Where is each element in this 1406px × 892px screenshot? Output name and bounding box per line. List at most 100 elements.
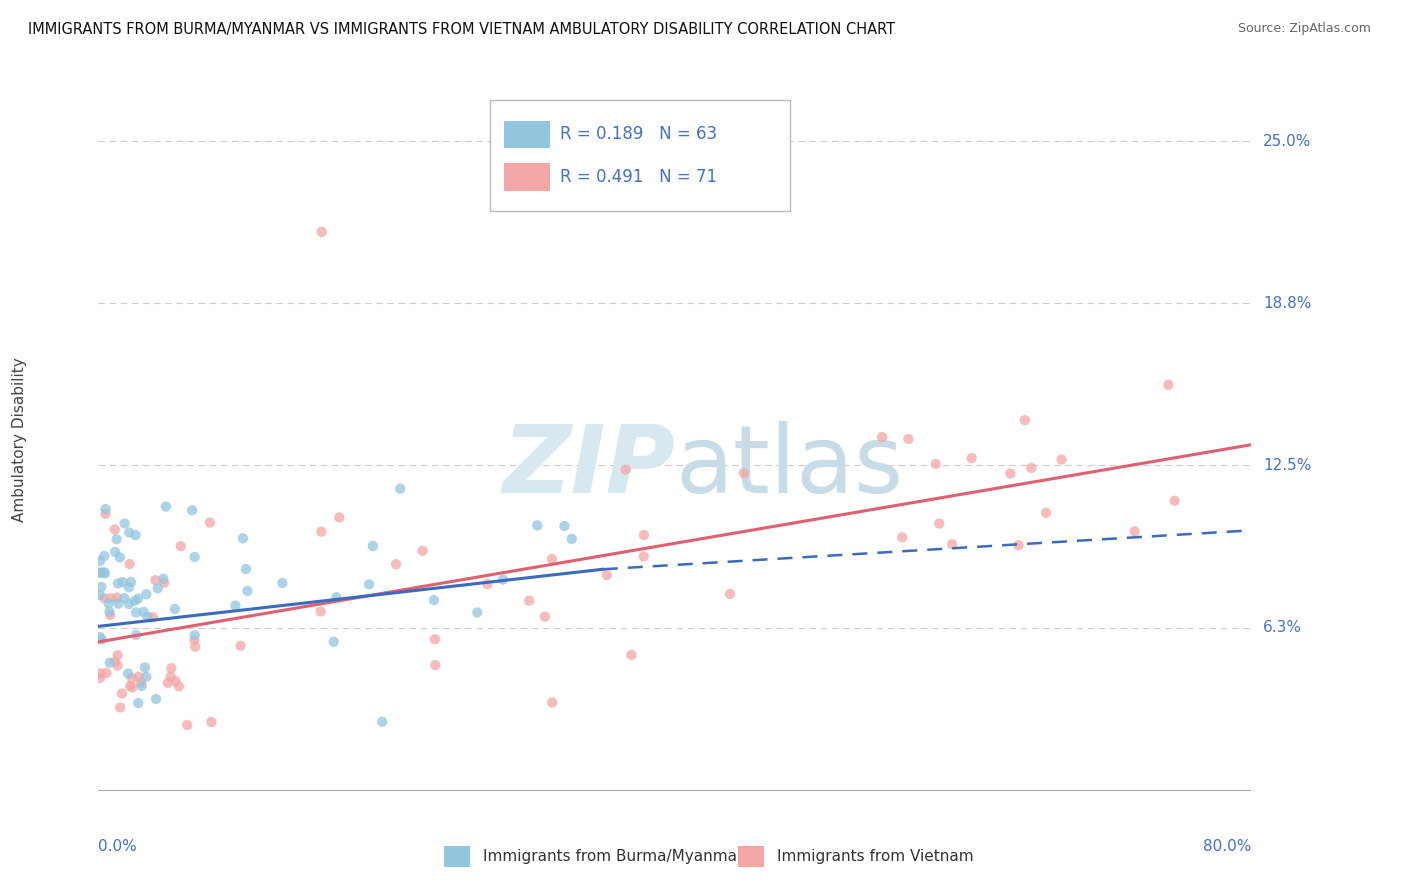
Point <box>131 679 153 693</box>
Point <box>465 606 488 620</box>
Point <box>89 554 111 568</box>
Point <box>492 573 515 587</box>
Text: 6.3%: 6.3% <box>1263 620 1302 635</box>
Point <box>89 588 111 602</box>
Point <box>118 597 141 611</box>
Point <box>120 574 142 589</box>
Point <box>1019 461 1042 475</box>
Point <box>718 587 741 601</box>
Point <box>371 714 394 729</box>
Point <box>733 466 755 480</box>
Point <box>412 543 434 558</box>
Point <box>1163 493 1185 508</box>
Point <box>107 648 129 662</box>
Point <box>125 628 148 642</box>
Point <box>596 568 619 582</box>
Point <box>1007 538 1029 552</box>
Point <box>423 593 446 607</box>
Point <box>167 680 190 694</box>
Point <box>423 632 446 647</box>
Point <box>271 576 294 591</box>
Point <box>125 606 148 620</box>
Point <box>118 580 141 594</box>
Text: 12.5%: 12.5% <box>1263 458 1312 473</box>
Point <box>928 516 950 531</box>
Point <box>232 532 254 546</box>
Point <box>145 692 167 706</box>
Text: 80.0%: 80.0% <box>1204 839 1251 855</box>
Point <box>94 502 117 516</box>
Point <box>111 575 134 590</box>
Point <box>90 580 112 594</box>
Point <box>183 633 205 648</box>
Point <box>153 575 176 590</box>
Point <box>229 639 252 653</box>
Point <box>181 503 204 517</box>
Point <box>183 549 205 564</box>
Point <box>89 566 111 580</box>
Point <box>925 457 948 471</box>
Point <box>135 670 157 684</box>
Point <box>236 583 259 598</box>
Point <box>124 593 146 607</box>
Text: 25.0%: 25.0% <box>1263 134 1312 149</box>
Point <box>93 565 115 579</box>
Point <box>633 528 655 542</box>
Text: R = 0.491   N = 71: R = 0.491 N = 71 <box>560 168 717 186</box>
Point <box>526 518 548 533</box>
Point <box>309 605 332 619</box>
Point <box>107 597 129 611</box>
Bar <box>444 846 470 867</box>
Point <box>224 599 246 613</box>
Point <box>104 523 127 537</box>
Bar <box>505 163 550 191</box>
Point <box>160 661 183 675</box>
Point <box>541 552 564 566</box>
Point <box>163 602 186 616</box>
Point <box>111 686 134 700</box>
Point <box>235 562 257 576</box>
Point <box>328 510 350 524</box>
Text: Ambulatory Disability: Ambulatory Disability <box>11 357 27 522</box>
Point <box>134 660 156 674</box>
Point <box>121 671 143 685</box>
Point <box>98 608 121 623</box>
Point <box>614 463 637 477</box>
Point <box>136 609 159 624</box>
Point <box>96 665 118 680</box>
Text: Immigrants from Vietnam: Immigrants from Vietnam <box>778 849 974 863</box>
Point <box>891 530 914 544</box>
Point <box>159 670 181 684</box>
Point <box>118 525 141 540</box>
Point <box>941 537 963 551</box>
Point <box>89 630 111 644</box>
Point <box>135 587 157 601</box>
Point <box>176 718 198 732</box>
Point <box>100 591 122 606</box>
Point <box>1123 524 1146 539</box>
Point <box>184 640 207 654</box>
Point <box>107 576 129 591</box>
Point <box>1284 264 1306 278</box>
Point <box>541 696 564 710</box>
Point <box>114 516 136 531</box>
Point <box>104 655 127 669</box>
Point <box>108 550 131 565</box>
Point <box>90 666 112 681</box>
Point <box>114 591 136 606</box>
Point <box>620 648 643 662</box>
Point <box>165 674 187 689</box>
FancyBboxPatch shape <box>491 100 790 211</box>
Text: R = 0.189   N = 63: R = 0.189 N = 63 <box>560 125 717 143</box>
Point <box>361 539 384 553</box>
Point <box>142 610 165 624</box>
Point <box>311 524 333 539</box>
Point <box>105 591 128 605</box>
Point <box>94 507 117 521</box>
Text: IMMIGRANTS FROM BURMA/MYANMAR VS IMMIGRANTS FROM VIETNAM AMBULATORY DISABILITY C: IMMIGRANTS FROM BURMA/MYANMAR VS IMMIGRA… <box>28 22 896 37</box>
Point <box>1000 467 1022 481</box>
Point <box>1157 377 1180 392</box>
Point <box>425 657 447 672</box>
Point <box>145 573 167 587</box>
Point <box>128 670 150 684</box>
